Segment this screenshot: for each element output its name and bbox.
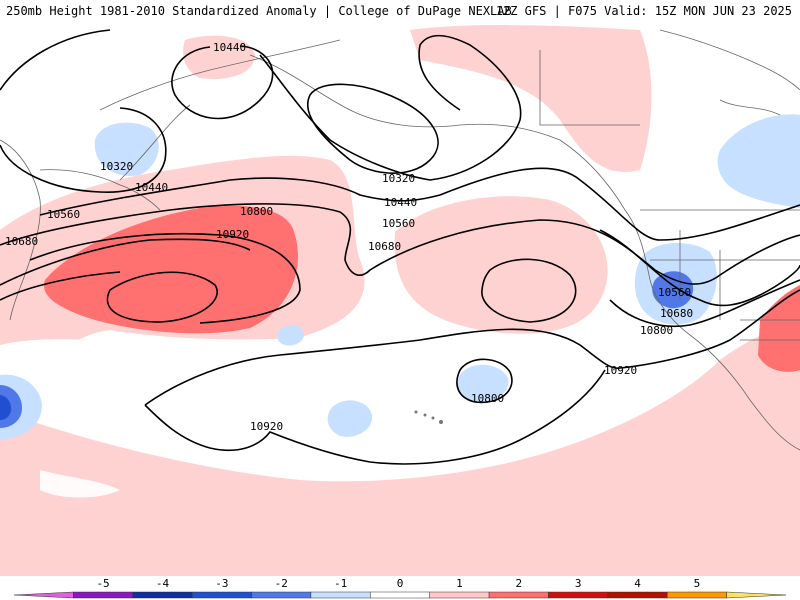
contour-label: 10920 (250, 420, 283, 433)
colorbar-segment (251, 591, 312, 599)
colorbar-segment (726, 591, 787, 599)
contour-label: 10440 (135, 181, 168, 194)
contour-label: 10440 (384, 196, 417, 209)
contour-label: 10560 (658, 286, 691, 299)
contour-label: 10320 (100, 160, 133, 173)
colorbar-tick-label: -3 (215, 577, 228, 590)
contour-label: 10680 (5, 235, 38, 248)
colorbar-segment (370, 591, 430, 599)
colorbar-segment (607, 591, 668, 599)
colorbar-segment (132, 591, 193, 599)
colorbar-segment (13, 591, 74, 599)
coastlines (0, 29, 800, 451)
title-bar: 250mb Height 1981-2010 Standardized Anom… (0, 0, 800, 22)
colorbar-tick-label: -1 (334, 577, 347, 590)
colorbar-segment (191, 591, 252, 599)
colorbar-tick-label: -5 (96, 577, 109, 590)
contour-labels: 10440 10320 10440 10560 10680 10800 1092… (5, 41, 693, 433)
contour-label: 10440 (213, 41, 246, 54)
anomaly-map: 10440 10320 10440 10560 10680 10800 1092… (0, 22, 800, 576)
colorbar-segment (488, 591, 549, 599)
negative-anomaly-strong (0, 395, 12, 420)
contour-label: 10800 (471, 392, 504, 405)
colorbar-tick-label: 1 (456, 577, 463, 590)
map-title: 250mb Height 1981-2010 Standardized Anom… (6, 4, 512, 18)
contour-label: 10320 (382, 172, 415, 185)
contour-label: 10920 (216, 228, 249, 241)
colorbar-tick-label: -4 (156, 577, 170, 590)
colorbar: -5 -4 -3 -2 -1 0 1 2 3 4 5 (13, 577, 787, 599)
colorbar-tick-label: -2 (275, 577, 288, 590)
neutral-region (40, 327, 597, 498)
contour-label: 10560 (382, 217, 415, 230)
contour-label: 10680 (368, 240, 401, 253)
colorbar-ticks: -5 -4 -3 -2 -1 0 1 2 3 4 5 (96, 577, 700, 590)
colorbar-tick-label: 4 (634, 577, 641, 590)
islands (414, 410, 443, 424)
colorbar-segment (429, 591, 490, 599)
contour-label: 10920 (604, 364, 637, 377)
colorbar-tick-label: 3 (575, 577, 582, 590)
colorbar-segments (13, 591, 787, 599)
contour-label: 10560 (47, 208, 80, 221)
model-run-info: 12Z GFS | F075 Valid: 15Z MON JUN 23 202… (495, 4, 792, 18)
colorbar-tick-label: 2 (515, 577, 522, 590)
colorbar-tick-label: 0 (397, 577, 404, 590)
contour-label: 10680 (660, 307, 693, 320)
colorbar-tick-label: 5 (694, 577, 701, 590)
colorbar-segment (666, 591, 727, 599)
contour-label: 10800 (640, 324, 673, 337)
colorbar-segment (73, 591, 134, 599)
contour-label: 10800 (240, 205, 273, 218)
colorbar-segment (310, 591, 371, 599)
colorbar-segment (548, 591, 609, 599)
height-contours (0, 29, 800, 465)
